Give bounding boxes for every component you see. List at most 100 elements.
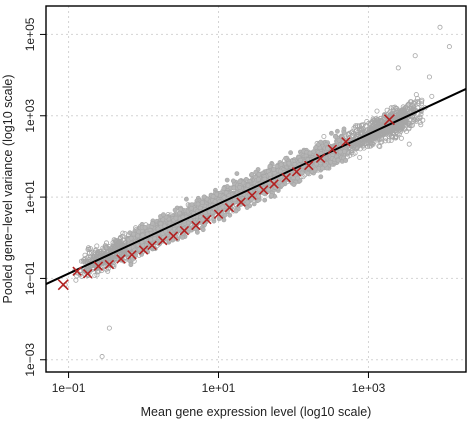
binned-mean-marker bbox=[341, 136, 351, 147]
data-point bbox=[194, 229, 200, 235]
data-point bbox=[382, 129, 388, 135]
data-point bbox=[343, 158, 349, 163]
data-point bbox=[376, 143, 382, 149]
outlier-point bbox=[395, 65, 401, 71]
data-point bbox=[357, 154, 363, 160]
data-point bbox=[417, 114, 423, 120]
data-point bbox=[183, 196, 189, 202]
data-point bbox=[336, 137, 342, 143]
data-point bbox=[332, 134, 338, 139]
outlier-point bbox=[446, 44, 452, 50]
binned-mean-marker bbox=[202, 214, 212, 225]
data-point bbox=[201, 194, 207, 200]
data-point bbox=[128, 235, 134, 241]
data-point bbox=[277, 168, 283, 174]
outlier-point bbox=[429, 93, 435, 99]
data-point bbox=[278, 162, 284, 167]
data-point bbox=[84, 255, 90, 261]
data-point bbox=[89, 250, 95, 256]
data-point bbox=[232, 197, 237, 203]
binned-mean-marker bbox=[281, 172, 291, 183]
binned-mean-marker bbox=[224, 202, 235, 213]
data-point bbox=[388, 105, 394, 111]
data-point bbox=[384, 107, 390, 113]
data-point bbox=[369, 119, 375, 125]
data-point bbox=[80, 258, 86, 264]
data-point bbox=[363, 140, 369, 146]
data-point bbox=[399, 122, 405, 128]
data-point bbox=[117, 236, 123, 242]
data-point bbox=[353, 128, 359, 134]
data-point bbox=[152, 235, 158, 241]
data-point bbox=[210, 193, 216, 199]
binned-mean-marker bbox=[72, 266, 82, 277]
data-point bbox=[386, 134, 392, 140]
data-point bbox=[112, 243, 118, 249]
data-point bbox=[221, 185, 227, 191]
data-point bbox=[369, 140, 375, 146]
data-point bbox=[122, 231, 128, 237]
data-point bbox=[392, 104, 398, 110]
data-point bbox=[291, 182, 297, 187]
data-point bbox=[93, 262, 99, 268]
data-point bbox=[104, 240, 110, 246]
data-point bbox=[307, 150, 313, 156]
data-point bbox=[113, 238, 119, 244]
data-point bbox=[335, 157, 341, 163]
data-point bbox=[78, 258, 84, 264]
y-tick-label: 1e−03 bbox=[23, 343, 37, 377]
data-point bbox=[173, 215, 179, 221]
binned-mean-marker bbox=[213, 209, 224, 219]
x-axis-ticks: 1e−01 1e+01 1e+03 bbox=[52, 372, 386, 395]
data-point bbox=[135, 233, 141, 239]
point-cloud bbox=[62, 24, 452, 360]
data-point bbox=[108, 246, 114, 252]
binned-mean-marker bbox=[247, 190, 257, 201]
data-point bbox=[267, 163, 273, 169]
data-point bbox=[350, 130, 356, 136]
data-point bbox=[288, 150, 293, 156]
data-point bbox=[318, 139, 324, 145]
data-point bbox=[313, 161, 319, 167]
binned-mean-marker bbox=[93, 261, 104, 271]
data-point bbox=[188, 205, 194, 211]
data-point bbox=[142, 224, 148, 230]
data-point bbox=[131, 231, 136, 237]
data-point bbox=[276, 179, 282, 185]
data-point bbox=[160, 212, 166, 218]
y-axis-title: Pooled gene−level variance (log10 scale) bbox=[1, 75, 15, 304]
data-point bbox=[110, 259, 116, 265]
data-point bbox=[418, 101, 424, 107]
data-point bbox=[305, 170, 311, 176]
data-point bbox=[369, 133, 375, 139]
outlier-point bbox=[374, 108, 380, 114]
data-point bbox=[395, 123, 401, 129]
outlier-point bbox=[406, 141, 412, 147]
data-point bbox=[353, 145, 359, 151]
data-point bbox=[199, 200, 205, 206]
data-point bbox=[386, 127, 392, 133]
data-point bbox=[176, 210, 182, 216]
y-axis-ticks: 1e−03 1e−01 1e+01 1e+03 1e+05 bbox=[23, 17, 46, 377]
data-point bbox=[85, 246, 91, 252]
data-point bbox=[73, 277, 79, 283]
data-point bbox=[418, 122, 424, 128]
outlier-point bbox=[99, 354, 105, 360]
data-point bbox=[313, 144, 319, 150]
data-point bbox=[381, 112, 387, 118]
data-point bbox=[266, 187, 272, 193]
x-axis-title: Mean gene expression level (log10 scale) bbox=[141, 405, 372, 419]
data-point bbox=[172, 207, 178, 213]
data-point bbox=[390, 129, 396, 135]
data-point bbox=[130, 256, 136, 262]
data-point bbox=[411, 117, 417, 123]
binned-mean-marker bbox=[168, 231, 179, 241]
data-point bbox=[249, 171, 255, 177]
outlier-point bbox=[412, 53, 418, 59]
data-point bbox=[82, 267, 88, 273]
binned-mean-marker bbox=[147, 240, 157, 251]
data-point bbox=[245, 182, 251, 188]
data-point bbox=[398, 135, 404, 141]
